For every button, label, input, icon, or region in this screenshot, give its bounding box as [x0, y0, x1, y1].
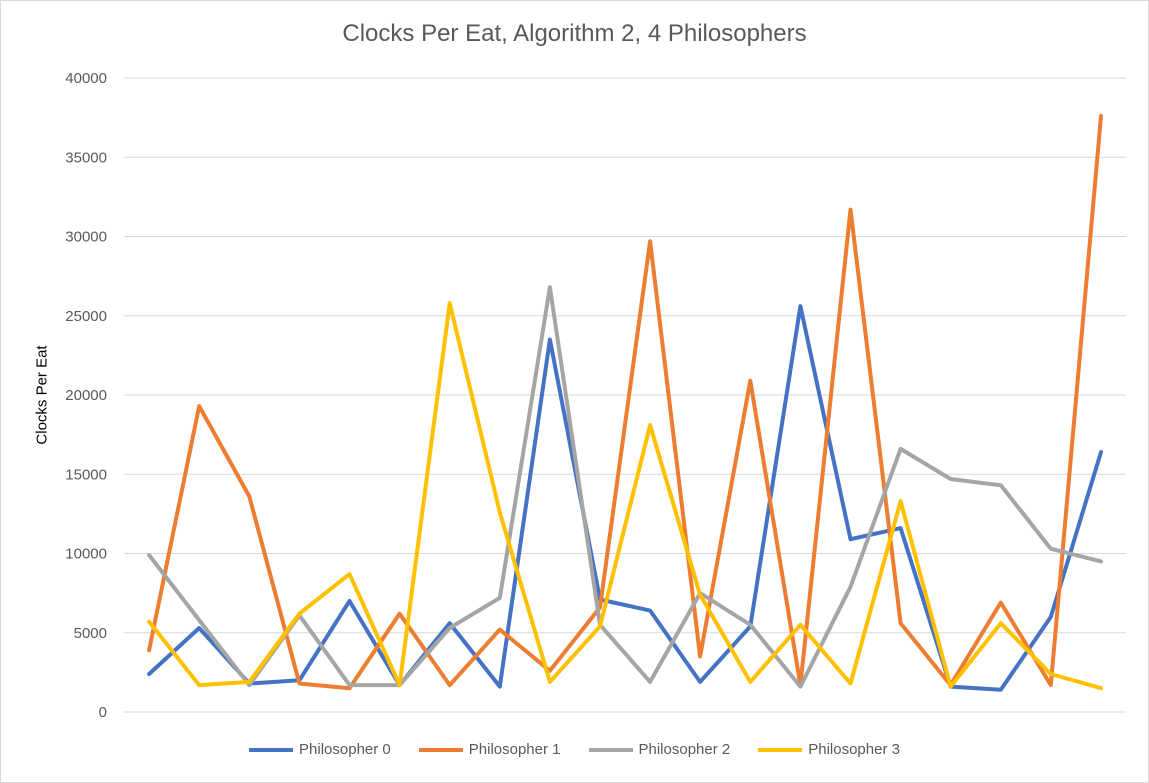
legend-label: Philosopher 2 [638, 741, 731, 758]
y-tick-label: 10000 [65, 546, 107, 563]
legend-item: Philosopher 2 [588, 741, 731, 758]
legend-swatch [249, 747, 294, 752]
y-tick-label: 20000 [65, 387, 107, 404]
series-line-philosopher-2 [147, 285, 1103, 689]
legend-label: Philosopher 0 [299, 741, 391, 758]
legend-item: Philosopher 0 [249, 741, 391, 758]
gridlines [124, 77, 1126, 713]
series-lines [147, 114, 1103, 692]
legend-label: Philosopher 3 [808, 741, 900, 758]
y-tick-label: 5000 [74, 625, 107, 642]
legend-item: Philosopher 1 [418, 741, 561, 758]
legend-swatch [758, 747, 803, 752]
legend: Philosopher 0 Philosopher 1 Philosopher 2 P… [0, 741, 1149, 758]
y-tick-labels: 0 5000 10000 15000 20000 25000 30000 35000 40000 [65, 70, 107, 721]
y-tick-label: 15000 [65, 466, 107, 483]
legend-swatch [418, 747, 463, 752]
chart-title: Clocks Per Eat, Algorithm 2, 4 Philosoph… [342, 20, 807, 47]
legend-swatch [588, 747, 633, 752]
y-tick-label: 30000 [65, 229, 107, 246]
series-line-philosopher-3 [147, 301, 1103, 691]
legend-label: Philosopher 1 [468, 741, 561, 758]
series-line-philosopher-1 [147, 114, 1103, 691]
y-tick-label: 35000 [65, 149, 107, 166]
y-tick-label: 0 [99, 704, 107, 721]
y-tick-label: 40000 [65, 70, 107, 87]
y-tick-label: 25000 [65, 308, 107, 325]
legend-item: Philosopher 3 [758, 741, 900, 758]
